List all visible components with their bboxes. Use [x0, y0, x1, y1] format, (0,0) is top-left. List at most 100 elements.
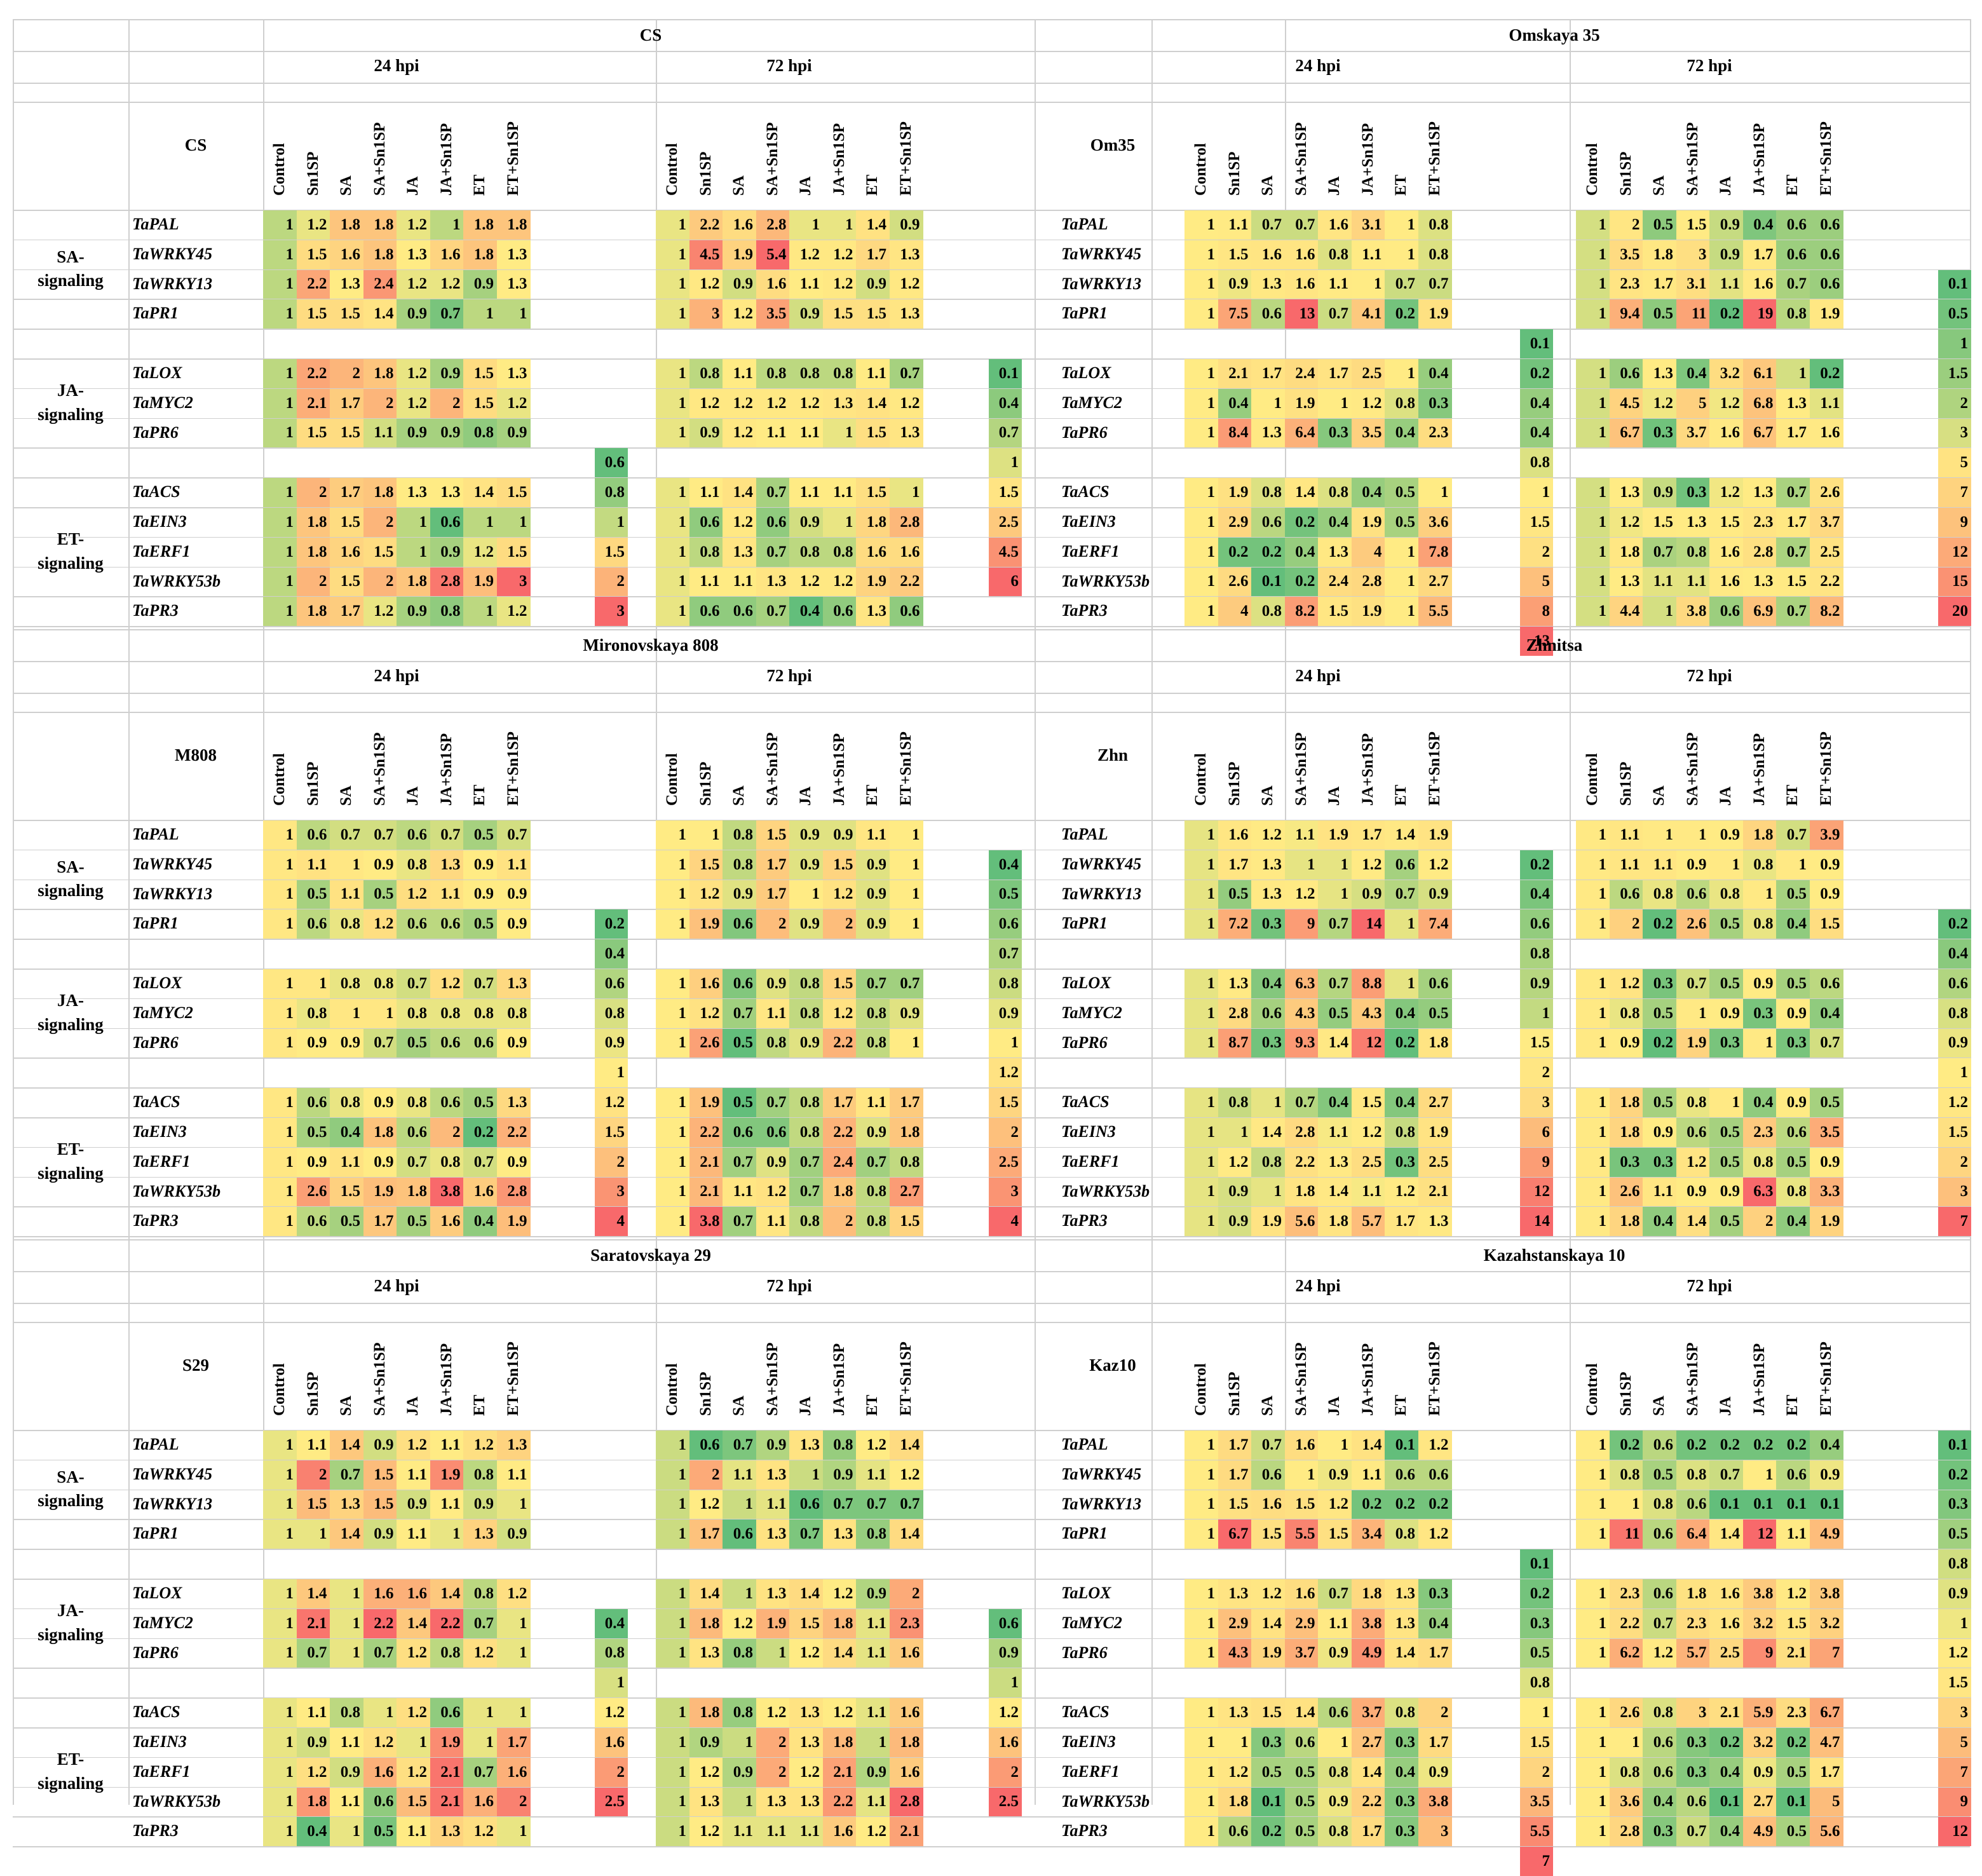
heat-cell: 0.7 — [1676, 969, 1710, 998]
heat-cell: 6.7 — [1742, 418, 1777, 448]
heat-cell: 1.8 — [296, 537, 330, 567]
heat-cell: 1.1 — [723, 1177, 756, 1207]
heat-cell: 1.6 — [430, 1207, 464, 1237]
heat-cell: 1.3 — [1251, 418, 1285, 448]
heat-cell: 1.2 — [1385, 1177, 1418, 1207]
condition-header: SA+Sn1SP — [1683, 1342, 1701, 1416]
scale-cell: 1 — [595, 1668, 628, 1698]
condition-header: JA+Sn1SP — [1359, 123, 1376, 196]
heat-cell: 1.4 — [889, 1431, 923, 1460]
heat-cell: 1 — [1184, 820, 1218, 850]
condition-header: ET+Sn1SP — [1425, 121, 1443, 196]
heat-cell: 0.3 — [1776, 1028, 1810, 1058]
heat-cell: 1.2 — [723, 508, 756, 537]
grid-line-h — [13, 1549, 1970, 1550]
heat-cell: 1.3 — [1609, 567, 1643, 597]
heat-cell: 1 — [463, 1698, 497, 1727]
heat-cell: 0.7 — [463, 1147, 497, 1177]
heat-cell: 0.7 — [1709, 1460, 1743, 1490]
heat-cell: 3 — [1676, 240, 1710, 269]
cultivar-code: Om35 — [1090, 135, 1136, 154]
heat-cell: 0.9 — [1709, 820, 1743, 850]
grid-line-v — [1151, 19, 1153, 1805]
gene-name: TaWRKY53b — [1061, 1181, 1150, 1200]
heat-cell: 1.6 — [330, 240, 363, 269]
scale-cell: 14 — [1520, 1207, 1553, 1237]
scale-cell: 2 — [595, 1147, 628, 1177]
heat-cell: 0.3 — [1609, 1147, 1643, 1177]
heat-cell: 1.4 — [856, 388, 890, 418]
heat-cell: 0.8 — [330, 1698, 363, 1727]
heat-cell: 1 — [397, 537, 430, 567]
heat-cell: 1.8 — [1284, 1177, 1319, 1207]
heat-cell: 0.8 — [430, 1147, 464, 1177]
heat-cell: 1.1 — [756, 1817, 790, 1847]
condition-header: Control — [1192, 1363, 1210, 1416]
heat-cell: 1.8 — [856, 508, 890, 537]
heat-cell: 0.5 — [363, 880, 397, 909]
heat-cell: 1 — [1576, 269, 1610, 299]
gene-name: TaWRKY13 — [1061, 274, 1142, 293]
condition-header: ET+Sn1SP — [504, 121, 522, 196]
cultivar-title: Kazahstanskaya 10 — [1483, 1246, 1626, 1265]
heat-cell: 1.9 — [463, 567, 497, 597]
heat-cell: 0.8 — [1385, 388, 1418, 418]
heat-cell: 2.2 — [889, 567, 923, 597]
heat-cell: 1 — [496, 1698, 531, 1727]
heat-cell: 1.6 — [1709, 1608, 1743, 1638]
heat-cell: 1 — [1776, 359, 1810, 388]
heat-cell: 1.6 — [363, 1579, 397, 1608]
scale-cell: 2 — [595, 567, 628, 597]
cultivar-title: Mironovskaya 808 — [583, 636, 719, 655]
grid-line-h — [13, 19, 1970, 20]
gene-name: TaPR1 — [1061, 1524, 1108, 1543]
heat-cell: 2.5 — [1351, 359, 1385, 388]
heat-cell: 1.2 — [789, 240, 823, 269]
heat-cell: 0.6 — [296, 1088, 330, 1117]
scale-cell: 5 — [1520, 567, 1553, 597]
heat-cell: 1.3 — [1418, 1207, 1452, 1237]
scale-cell: 1.5 — [1520, 508, 1553, 537]
heat-cell: 1 — [1576, 1028, 1610, 1058]
heat-cell: 2 — [756, 1728, 790, 1757]
heat-cell: 1.5 — [1676, 210, 1710, 240]
heat-cell: 1.2 — [397, 210, 430, 240]
scale-cell: 1.5 — [989, 478, 1022, 507]
grid-line-h — [13, 1459, 1970, 1461]
heat-cell: 2.3 — [1609, 269, 1643, 299]
heat-cell: 1.8 — [496, 210, 531, 240]
heat-cell: 1.9 — [1351, 597, 1385, 627]
condition-header: Sn1SP — [304, 1371, 322, 1416]
scale-cell: 1 — [1938, 1058, 1971, 1088]
scale-cell: 12 — [1938, 1817, 1971, 1847]
condition-header: Control — [271, 143, 288, 196]
grid-line-h — [13, 626, 1970, 627]
heat-cell: 0.4 — [1709, 1757, 1743, 1787]
heat-cell: 0.9 — [856, 880, 890, 909]
scale-cell: 7 — [1938, 1757, 1971, 1787]
heat-cell: 1 — [656, 969, 689, 998]
gene-name: TaPR6 — [132, 1033, 179, 1052]
scale-cell: 0.6 — [989, 909, 1022, 939]
grid-line-v — [13, 19, 14, 1805]
heat-cell: 1.8 — [822, 1608, 857, 1638]
heat-cell: 0.3 — [1385, 1787, 1418, 1817]
heat-cell: 1.2 — [889, 1460, 923, 1490]
heat-cell: 1.5 — [463, 359, 497, 388]
grid-line-h — [13, 358, 1970, 360]
heat-cell: 7.4 — [1418, 909, 1452, 939]
heat-cell: 1.3 — [496, 1431, 531, 1460]
heat-cell: 0.7 — [1776, 478, 1810, 507]
heat-cell: 1.4 — [397, 1608, 430, 1638]
gene-name: TaWRKY53b — [132, 571, 221, 590]
heat-cell: 1.6 — [363, 1757, 397, 1787]
heat-cell: 0.5 — [296, 1118, 330, 1147]
heat-cell: 1.1 — [689, 567, 723, 597]
heat-cell: 1 — [496, 1608, 531, 1638]
scale-cell: 0.8 — [595, 478, 628, 507]
heat-cell: 0.4 — [296, 1817, 330, 1847]
heat-cell: 0.8 — [789, 969, 823, 998]
heat-cell: 1.8 — [1643, 240, 1676, 269]
heat-cell: 0.2 — [1709, 299, 1743, 329]
heat-cell: 0.7 — [363, 820, 397, 850]
